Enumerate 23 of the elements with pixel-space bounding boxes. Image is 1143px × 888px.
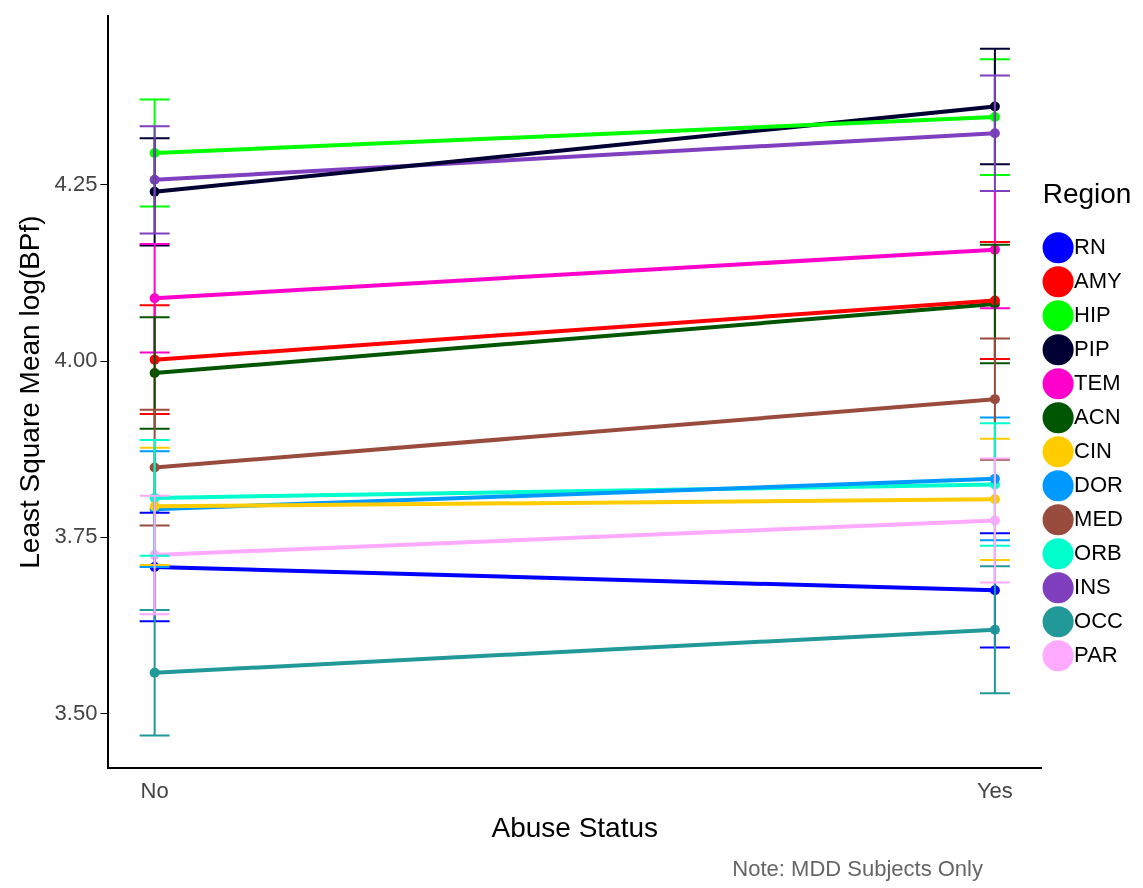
x-axis-title: Abuse Status xyxy=(491,811,659,843)
legend-label: INS xyxy=(1074,573,1111,599)
y-tick-label: 4.00 xyxy=(54,347,98,373)
y-tick-label: 3.75 xyxy=(54,523,98,549)
legend-label: ORB xyxy=(1074,539,1122,565)
legend-label: HIP xyxy=(1074,301,1111,327)
y-tick-label: 4.25 xyxy=(54,170,98,196)
legend-label: DOR xyxy=(1074,471,1123,497)
legend-label: OCC xyxy=(1074,607,1124,633)
y-axis-title: Least Square Mean log(BPf) xyxy=(13,215,45,569)
legend-title: Region xyxy=(1042,177,1132,209)
x-tick-label: No xyxy=(140,778,169,804)
legend-label: CIN xyxy=(1074,437,1112,463)
legend-label: AMY xyxy=(1074,267,1123,293)
text: Note: MDD Subjects Only xyxy=(732,856,983,882)
legend-label: TEM xyxy=(1074,369,1121,395)
legend-label: PIP xyxy=(1074,335,1110,361)
legend-label: PAR xyxy=(1074,641,1118,667)
y-tick-label: 3.50 xyxy=(54,699,98,725)
legend-label: RN xyxy=(1074,233,1106,259)
x-tick-label: Yes xyxy=(976,778,1013,804)
legend-label: ACN xyxy=(1074,403,1121,429)
legend-label: MED xyxy=(1074,505,1123,531)
